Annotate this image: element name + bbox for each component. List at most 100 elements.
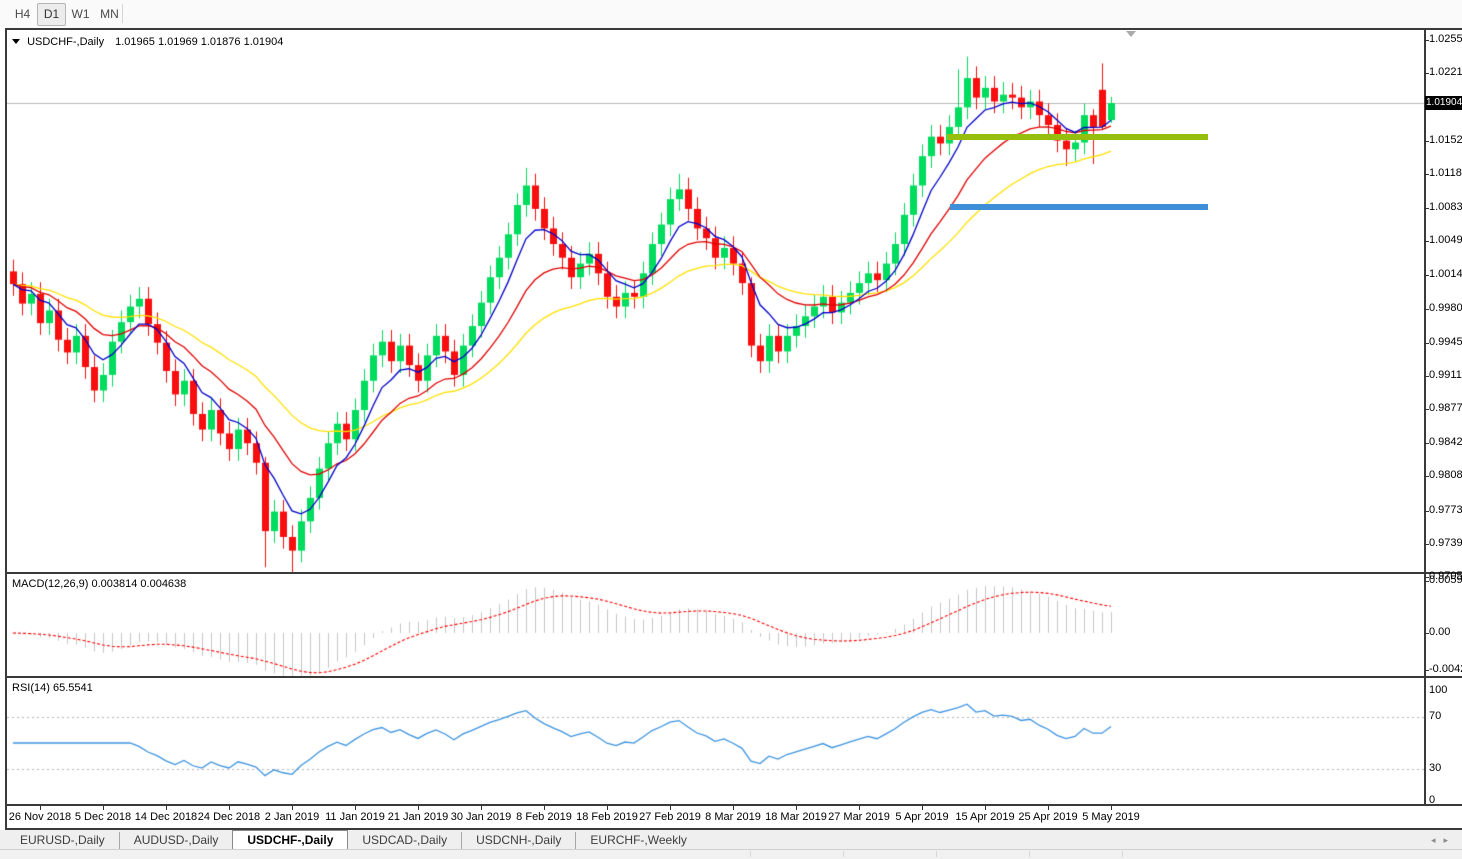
- date-axis-label: 18 Feb 2019: [576, 811, 638, 823]
- date-axis-tick: [103, 806, 104, 810]
- status-bar-separator: [936, 851, 937, 857]
- price-axis-tick: [1424, 241, 1429, 243]
- price-axis-line[interactable]: [1424, 30, 1426, 804]
- rsi-indicator-canvas[interactable]: [7, 678, 1424, 804]
- macd-indicator-canvas[interactable]: [7, 574, 1424, 676]
- status-bar-separator: [1122, 851, 1123, 857]
- tab-scroll-left-icon[interactable]: ◂: [1430, 835, 1444, 845]
- price-axis-label: 1.02550: [1429, 33, 1462, 45]
- rsi-axis-label: 0: [1429, 794, 1436, 806]
- tab-audusd[interactable]: AUDUSD-,Daily: [118, 832, 233, 849]
- toolbar-separator: [122, 4, 123, 23]
- rsi-axis-label: 30: [1429, 762, 1442, 774]
- date-axis-label: 5 May 2019: [1082, 811, 1140, 823]
- date-axis-tick: [859, 806, 860, 810]
- date-axis-tick: [166, 806, 167, 810]
- chart-tab-bar: EURUSD-,Daily AUDUSD-,Daily USDCHF-,Daily U…: [0, 830, 1462, 849]
- rsi-axis-label: 70: [1429, 710, 1442, 722]
- price-axis-label: 1.00490: [1429, 234, 1462, 247]
- date-axis-label: 27 Feb 2019: [639, 811, 701, 823]
- timeframe-toolbar: H4 D1 W1 MN: [0, 0, 1462, 28]
- price-axis-tick: [1424, 73, 1429, 75]
- status-bar-separator: [1029, 851, 1030, 857]
- date-axis-label: 24 Dec 2018: [197, 811, 261, 823]
- date-axis-tick: [733, 806, 734, 810]
- tab-usdchf[interactable]: USDCHF-,Daily: [232, 830, 349, 849]
- macd-axis-label: -0.004243: [1429, 662, 1462, 675]
- tab-eurchf[interactable]: EURCHF-,Weekly: [575, 832, 700, 849]
- date-axis-tick: [670, 806, 671, 810]
- chart-frame-left: [5, 28, 7, 830]
- macd-label: MACD(12,26,9) 0.003814 0.004638: [12, 578, 187, 590]
- tab-scroll-arrows[interactable]: ◂▸: [1431, 835, 1456, 846]
- price-axis-tick: [1424, 510, 1429, 512]
- resistance-line-green[interactable]: [947, 133, 1208, 140]
- date-axis-label: 2 Jan 2019: [264, 811, 320, 823]
- support-line-blue[interactable]: [950, 203, 1208, 210]
- date-axis-label: 25 Apr 2019: [1018, 811, 1078, 823]
- price-axis-label: 1.02210: [1429, 66, 1462, 79]
- price-axis-label: 1.01180: [1429, 166, 1462, 179]
- chart-frame-bottom: [5, 828, 1462, 830]
- price-axis-tick: [1424, 409, 1429, 411]
- price-chart-canvas[interactable]: [7, 30, 1424, 572]
- date-axis-label: 18 Mar 2019: [765, 811, 827, 823]
- date-axis-label: 27 Mar 2019: [828, 811, 890, 823]
- date-axis-line: [5, 804, 1462, 806]
- current-price-tag: 1.01904: [1425, 96, 1462, 111]
- date-axis-tick: [796, 806, 797, 810]
- timeframe-button-w1[interactable]: W1: [71, 7, 90, 21]
- pane-splitter-macd[interactable]: [5, 572, 1462, 574]
- macd-axis-label: 0.00: [1429, 626, 1451, 638]
- price-axis-tick: [1424, 173, 1429, 175]
- symbol-quote-label: USDCHF-,Daily 1.01965 1.01969 1.01876 1.…: [12, 36, 283, 48]
- date-axis-tick: [544, 806, 545, 810]
- rsi-axis-label: 100: [1429, 684, 1448, 696]
- timeframe-button-d1[interactable]: D1: [37, 3, 66, 26]
- date-axis-tick: [1111, 806, 1112, 810]
- price-axis-tick: [1424, 308, 1429, 310]
- pane-splitter-rsi[interactable]: [5, 676, 1462, 678]
- tab-usdcnh[interactable]: USDCNH-,Daily: [461, 832, 575, 849]
- price-axis-tick: [1424, 140, 1429, 142]
- status-bar-separator: [843, 851, 844, 857]
- rsi-label: RSI(14) 65.5541: [12, 682, 93, 694]
- price-axis-label: 1.00830: [1429, 200, 1462, 213]
- tab-eurusd[interactable]: EURUSD-,Daily: [20, 833, 105, 847]
- status-bar: [0, 849, 1462, 859]
- date-axis-label: 5 Dec 2018: [74, 811, 132, 823]
- date-axis-label: 11 Jan 2019: [325, 811, 385, 823]
- price-axis-tick: [1424, 375, 1429, 377]
- date-axis-tick: [355, 806, 356, 810]
- macd-axis-tick: [1424, 633, 1429, 634]
- autoscroll-marker-icon[interactable]: [1126, 31, 1136, 37]
- symbol-dropdown-icon[interactable]: [12, 39, 20, 44]
- timeframe-button-h4[interactable]: H4: [14, 7, 31, 21]
- status-bar-separator: [750, 851, 751, 857]
- timeframe-button-mn[interactable]: MN: [100, 7, 119, 21]
- tab-scroll-right-icon[interactable]: ▸: [1443, 835, 1456, 845]
- price-axis-tick: [1424, 342, 1429, 344]
- date-axis-tick: [418, 806, 419, 810]
- date-axis-label: 8 Feb 2019: [516, 811, 572, 823]
- date-axis-label: 14 Dec 2018: [134, 811, 198, 823]
- date-axis-label: 15 Apr 2019: [955, 811, 1015, 823]
- macd-axis-label: 0.00597: [1429, 574, 1462, 586]
- date-axis-tick: [229, 806, 230, 810]
- date-axis-tick: [922, 806, 923, 810]
- date-axis-label: 5 Apr 2019: [895, 811, 949, 823]
- symbol-name: USDCHF-,Daily: [27, 36, 105, 48]
- tab-usdcad[interactable]: USDCAD-,Daily: [362, 833, 448, 847]
- chart-frame-top: [5, 28, 1462, 30]
- date-axis-label: 21 Jan 2019: [387, 811, 449, 823]
